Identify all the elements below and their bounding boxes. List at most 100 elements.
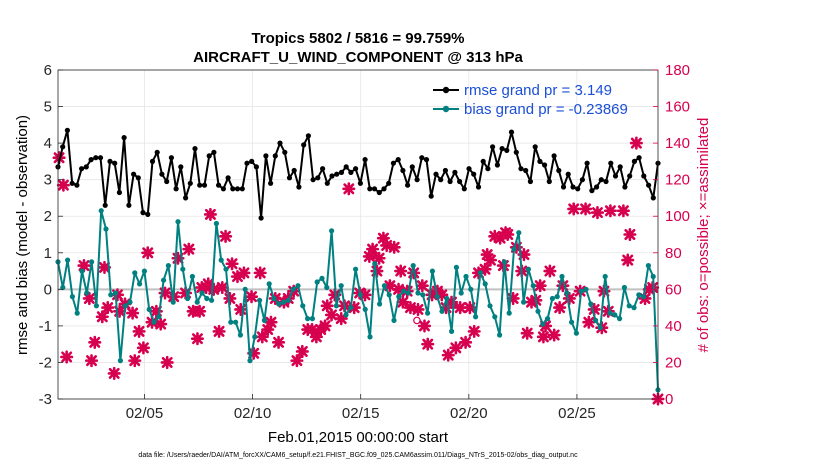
bias-point <box>204 295 210 302</box>
rmse-series <box>55 127 661 221</box>
bias-point <box>103 226 109 232</box>
bias-point <box>631 305 637 311</box>
assimilated-obs-marker <box>629 136 643 150</box>
assimilated-obs-marker <box>425 288 439 302</box>
rmse-point <box>286 175 293 181</box>
bias-point <box>113 290 119 296</box>
rmse-point <box>343 164 349 170</box>
rmse-point <box>272 153 278 159</box>
rmse-point <box>225 175 231 181</box>
bias-point <box>266 281 272 287</box>
assimilated-obs-marker <box>556 279 570 293</box>
bias-point <box>156 314 162 320</box>
assimilated-obs-marker <box>193 304 207 318</box>
assimilated-obs-marker <box>387 240 401 254</box>
rmse-point <box>320 166 326 172</box>
bias-point <box>242 286 248 292</box>
assimilated-obs-marker <box>247 346 261 360</box>
bias-point <box>305 316 311 322</box>
rmse-point <box>107 158 113 164</box>
legend-bias-marker <box>442 105 450 113</box>
bias-point <box>540 321 546 327</box>
assimilated-obs-marker <box>271 335 286 349</box>
x-axis-label: Feb.01,2015 00:00:00 start <box>268 429 449 446</box>
assimilated-obs-marker <box>212 324 226 338</box>
rmse-point <box>428 193 434 199</box>
bias-point <box>377 301 383 307</box>
y-axis-left-label: rmse and bias (model - observation) <box>14 115 31 355</box>
bias-point <box>194 299 200 305</box>
chart-title-line1: Tropics 5802 / 5816 = 99.759% <box>251 30 464 47</box>
assimilated-obs-marker <box>509 240 523 254</box>
assimilated-obs-marker <box>230 269 245 284</box>
rmse-point <box>612 173 619 179</box>
bias-point <box>434 294 440 300</box>
rmse-point <box>282 149 288 155</box>
bias-point <box>237 332 243 338</box>
rmse-point <box>598 177 604 183</box>
assimilated-obs-marker <box>261 322 275 337</box>
assimilated-obs-marker <box>342 182 356 196</box>
assimilated-obs-marker <box>403 301 417 315</box>
assimilated-obs-marker <box>179 286 193 300</box>
y-left-tick-label: -2 <box>39 354 52 371</box>
assimilated-obs-marker <box>579 202 593 216</box>
bias-point <box>396 294 402 300</box>
bias-point <box>170 299 176 305</box>
assimilated-obs-marker <box>603 204 617 218</box>
rmse-point <box>135 175 141 181</box>
bias-point <box>141 268 147 274</box>
assimilated-obs-marker <box>439 301 453 315</box>
bias-point <box>549 295 556 302</box>
rmse-point <box>74 182 80 188</box>
rmse-point <box>291 167 297 174</box>
assimilated-obs-marker <box>370 264 384 278</box>
bias-point <box>180 266 186 272</box>
bias-point <box>381 283 387 289</box>
bias-point <box>482 281 488 287</box>
rmse-point <box>395 157 401 163</box>
assimilated-obs-marker <box>493 231 507 245</box>
rmse-point <box>442 167 448 174</box>
bias-point <box>357 292 363 298</box>
rmse-point <box>197 182 203 188</box>
series-group <box>52 127 665 406</box>
bias-point <box>564 290 570 296</box>
bias-point <box>391 317 397 323</box>
assimilated-obs-marker <box>244 290 259 304</box>
rmse-point <box>301 142 307 148</box>
assimilated-obs-marker <box>533 279 547 293</box>
bias-point <box>588 301 594 307</box>
assimilated-obs-marker <box>467 324 481 338</box>
bias-point <box>501 259 507 265</box>
assimilated-obs-marker <box>421 337 435 351</box>
rmse-point <box>575 186 581 192</box>
rmse-point <box>64 127 70 133</box>
bias-point <box>425 310 431 316</box>
bias-point <box>473 314 479 320</box>
bias-point <box>468 286 474 292</box>
rmse-point <box>499 146 505 152</box>
assimilated-obs-marker <box>225 257 239 271</box>
bias-point <box>602 273 608 280</box>
rmse-point <box>244 160 250 166</box>
bias-point <box>314 279 320 285</box>
rmse-point <box>485 166 491 172</box>
rmse-point <box>641 173 647 179</box>
bias-point <box>233 319 239 325</box>
bias-point <box>257 297 263 303</box>
assimilated-obs-marker <box>478 262 492 276</box>
bias-point <box>161 277 167 283</box>
assimilated-obs-marker <box>480 248 494 262</box>
assimilated-obs-marker <box>444 295 459 309</box>
legend-rmse-marker <box>442 86 450 94</box>
rmse-point <box>88 157 94 163</box>
y-right-tick-label: 20 <box>665 354 682 371</box>
rmse-point <box>230 186 236 192</box>
bias-point <box>439 308 445 314</box>
rmse-point <box>220 186 226 192</box>
rmse-point <box>433 171 439 177</box>
assimilated-obs-marker <box>158 286 172 300</box>
bias-point <box>209 297 215 303</box>
bias-point <box>607 310 613 316</box>
